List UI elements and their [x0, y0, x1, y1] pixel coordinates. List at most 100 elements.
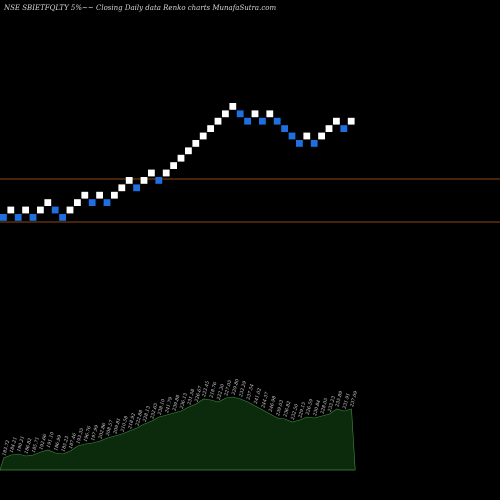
- volume-value-label: 184.21: [9, 436, 19, 453]
- volume-value-label: 209.81: [112, 417, 122, 435]
- renko-brick-up: [333, 117, 340, 125]
- renko-brick-up: [266, 110, 274, 118]
- renko-brick-up: [148, 169, 155, 177]
- renko-brick-up: [214, 117, 222, 125]
- renko-brick-up: [37, 206, 44, 214]
- volume-value-label: 202.86: [97, 422, 107, 440]
- volume-value-label: 233.29: [238, 380, 248, 398]
- renko-brick-up: [7, 206, 15, 214]
- volume-value-label: 223.45: [201, 380, 211, 398]
- renko-brick-up: [125, 177, 133, 184]
- renko-brick-up: [229, 103, 237, 110]
- volume-value-label: 226.67: [193, 385, 203, 403]
- volume-value-label: 228.13: [142, 405, 152, 423]
- renko-brick-up: [111, 191, 118, 199]
- renko-brick-down: [273, 117, 281, 125]
- volume-value-label: 230.84: [312, 399, 322, 417]
- volume-area: 183.72184.21190.21186.82185.71192.66191.…: [0, 378, 359, 471]
- renko-brick-up: [44, 199, 52, 206]
- renko-brick-up: [318, 132, 325, 140]
- volume-value-label: 187.46: [68, 432, 78, 449]
- renko-brick-down: [296, 140, 303, 147]
- volume-value-label: 237.54: [245, 383, 255, 401]
- volume-value-label: 231.58: [186, 388, 196, 406]
- volume-value-label: 246.98: [267, 395, 277, 413]
- volume-value-label: 236.13: [179, 392, 189, 410]
- renko-brick-down: [259, 117, 266, 125]
- renko-brick-up: [140, 177, 148, 184]
- volume-value-label: 241.79: [164, 396, 174, 414]
- renko-brick-up: [170, 162, 177, 169]
- volume-value-label: 185.23: [61, 435, 71, 452]
- renko-brick-down: [88, 199, 96, 206]
- volume-value-label: 193.35: [75, 427, 85, 444]
- volume-value-label: 210.58: [119, 415, 129, 433]
- renko-brick-up: [222, 110, 229, 118]
- volume-value-label: 218.76: [208, 381, 218, 399]
- renko-brick-down: [103, 199, 111, 206]
- volume-value-label: 190.21: [16, 435, 26, 452]
- renko-brick-up: [192, 140, 200, 147]
- volume-value-label: 232.50: [290, 403, 300, 421]
- renko-brick-down: [133, 184, 140, 192]
- volume-value-label: 196.76: [83, 425, 93, 442]
- renko-brick-up: [177, 154, 185, 162]
- volume-value-label: 191.10: [46, 431, 56, 448]
- volume-value-label: 228.05: [319, 397, 329, 415]
- renko-brick-up: [118, 184, 126, 192]
- renko-brick-up: [22, 206, 29, 214]
- volume-value-label: 233.23: [327, 395, 337, 413]
- volume-area-shape: [0, 396, 356, 471]
- renko-brick-down: [310, 140, 318, 147]
- volume-value-label: 229.80: [230, 378, 240, 396]
- volume-value-label: 232.65: [149, 402, 159, 420]
- renko-brick-up: [185, 147, 192, 155]
- volume-value-label: 186.82: [24, 437, 34, 454]
- volume-value-label: 186.99: [53, 434, 63, 451]
- renko-brick-up: [74, 199, 81, 206]
- volume-value-label: 239.88: [171, 394, 181, 412]
- volume-value-label: 229.15: [297, 401, 307, 419]
- renko-brick-down: [51, 206, 59, 214]
- volume-value-label: 237.09: [349, 390, 359, 408]
- volume-value-label: 222.30: [216, 383, 226, 401]
- volume-value-label: 238.10: [156, 398, 166, 416]
- renko-brick-down: [0, 214, 7, 221]
- volume-value-label: 236.82: [282, 400, 292, 418]
- volume-value-label: 185.71: [31, 436, 41, 453]
- renko-brick-up: [162, 169, 170, 177]
- renko-brick-up: [81, 191, 89, 199]
- renko-brick-down: [59, 214, 66, 221]
- renko-brick-up: [347, 117, 355, 125]
- renko-brick-up: [303, 132, 311, 140]
- renko-brick-up: [325, 125, 333, 132]
- volume-value-label: 227.05: [223, 379, 233, 397]
- volume-value-label: 241.02: [253, 387, 263, 405]
- volume-value-label: 239.03: [275, 399, 285, 417]
- renko-bricks: [0, 103, 355, 221]
- renko-brick-up: [66, 206, 74, 214]
- renko-brick-down: [236, 110, 244, 118]
- renko-brick-down: [155, 177, 163, 184]
- renko-brick-down: [29, 214, 37, 221]
- renko-brick-down: [288, 132, 296, 140]
- volume-value-label: 244.37: [260, 391, 270, 409]
- volume-value-label: 192.66: [38, 433, 48, 450]
- renko-brick-up: [96, 191, 103, 199]
- renko-brick-down: [244, 117, 251, 125]
- renko-brick-down: [281, 125, 288, 132]
- volume-value-label: 231.91: [341, 392, 351, 410]
- renko-brick-down: [14, 214, 22, 221]
- renko-brick-up: [207, 125, 214, 132]
- volume-value-label: 226.59: [304, 398, 314, 416]
- renko-brick-up: [251, 110, 259, 118]
- volume-value-label: 235.89: [334, 390, 344, 408]
- volume-value-label: 218.92: [127, 412, 137, 430]
- renko-brick-down: [340, 125, 348, 132]
- volume-value-label: 197.99: [90, 424, 100, 441]
- volume-value-label: 183.72: [1, 439, 11, 456]
- chart-title: NSE SBIETFQLTY 5%~~ Closing Daily data R…: [3, 4, 276, 12]
- volume-value-label: 222.88: [134, 409, 144, 427]
- renko-brick-up: [199, 132, 207, 140]
